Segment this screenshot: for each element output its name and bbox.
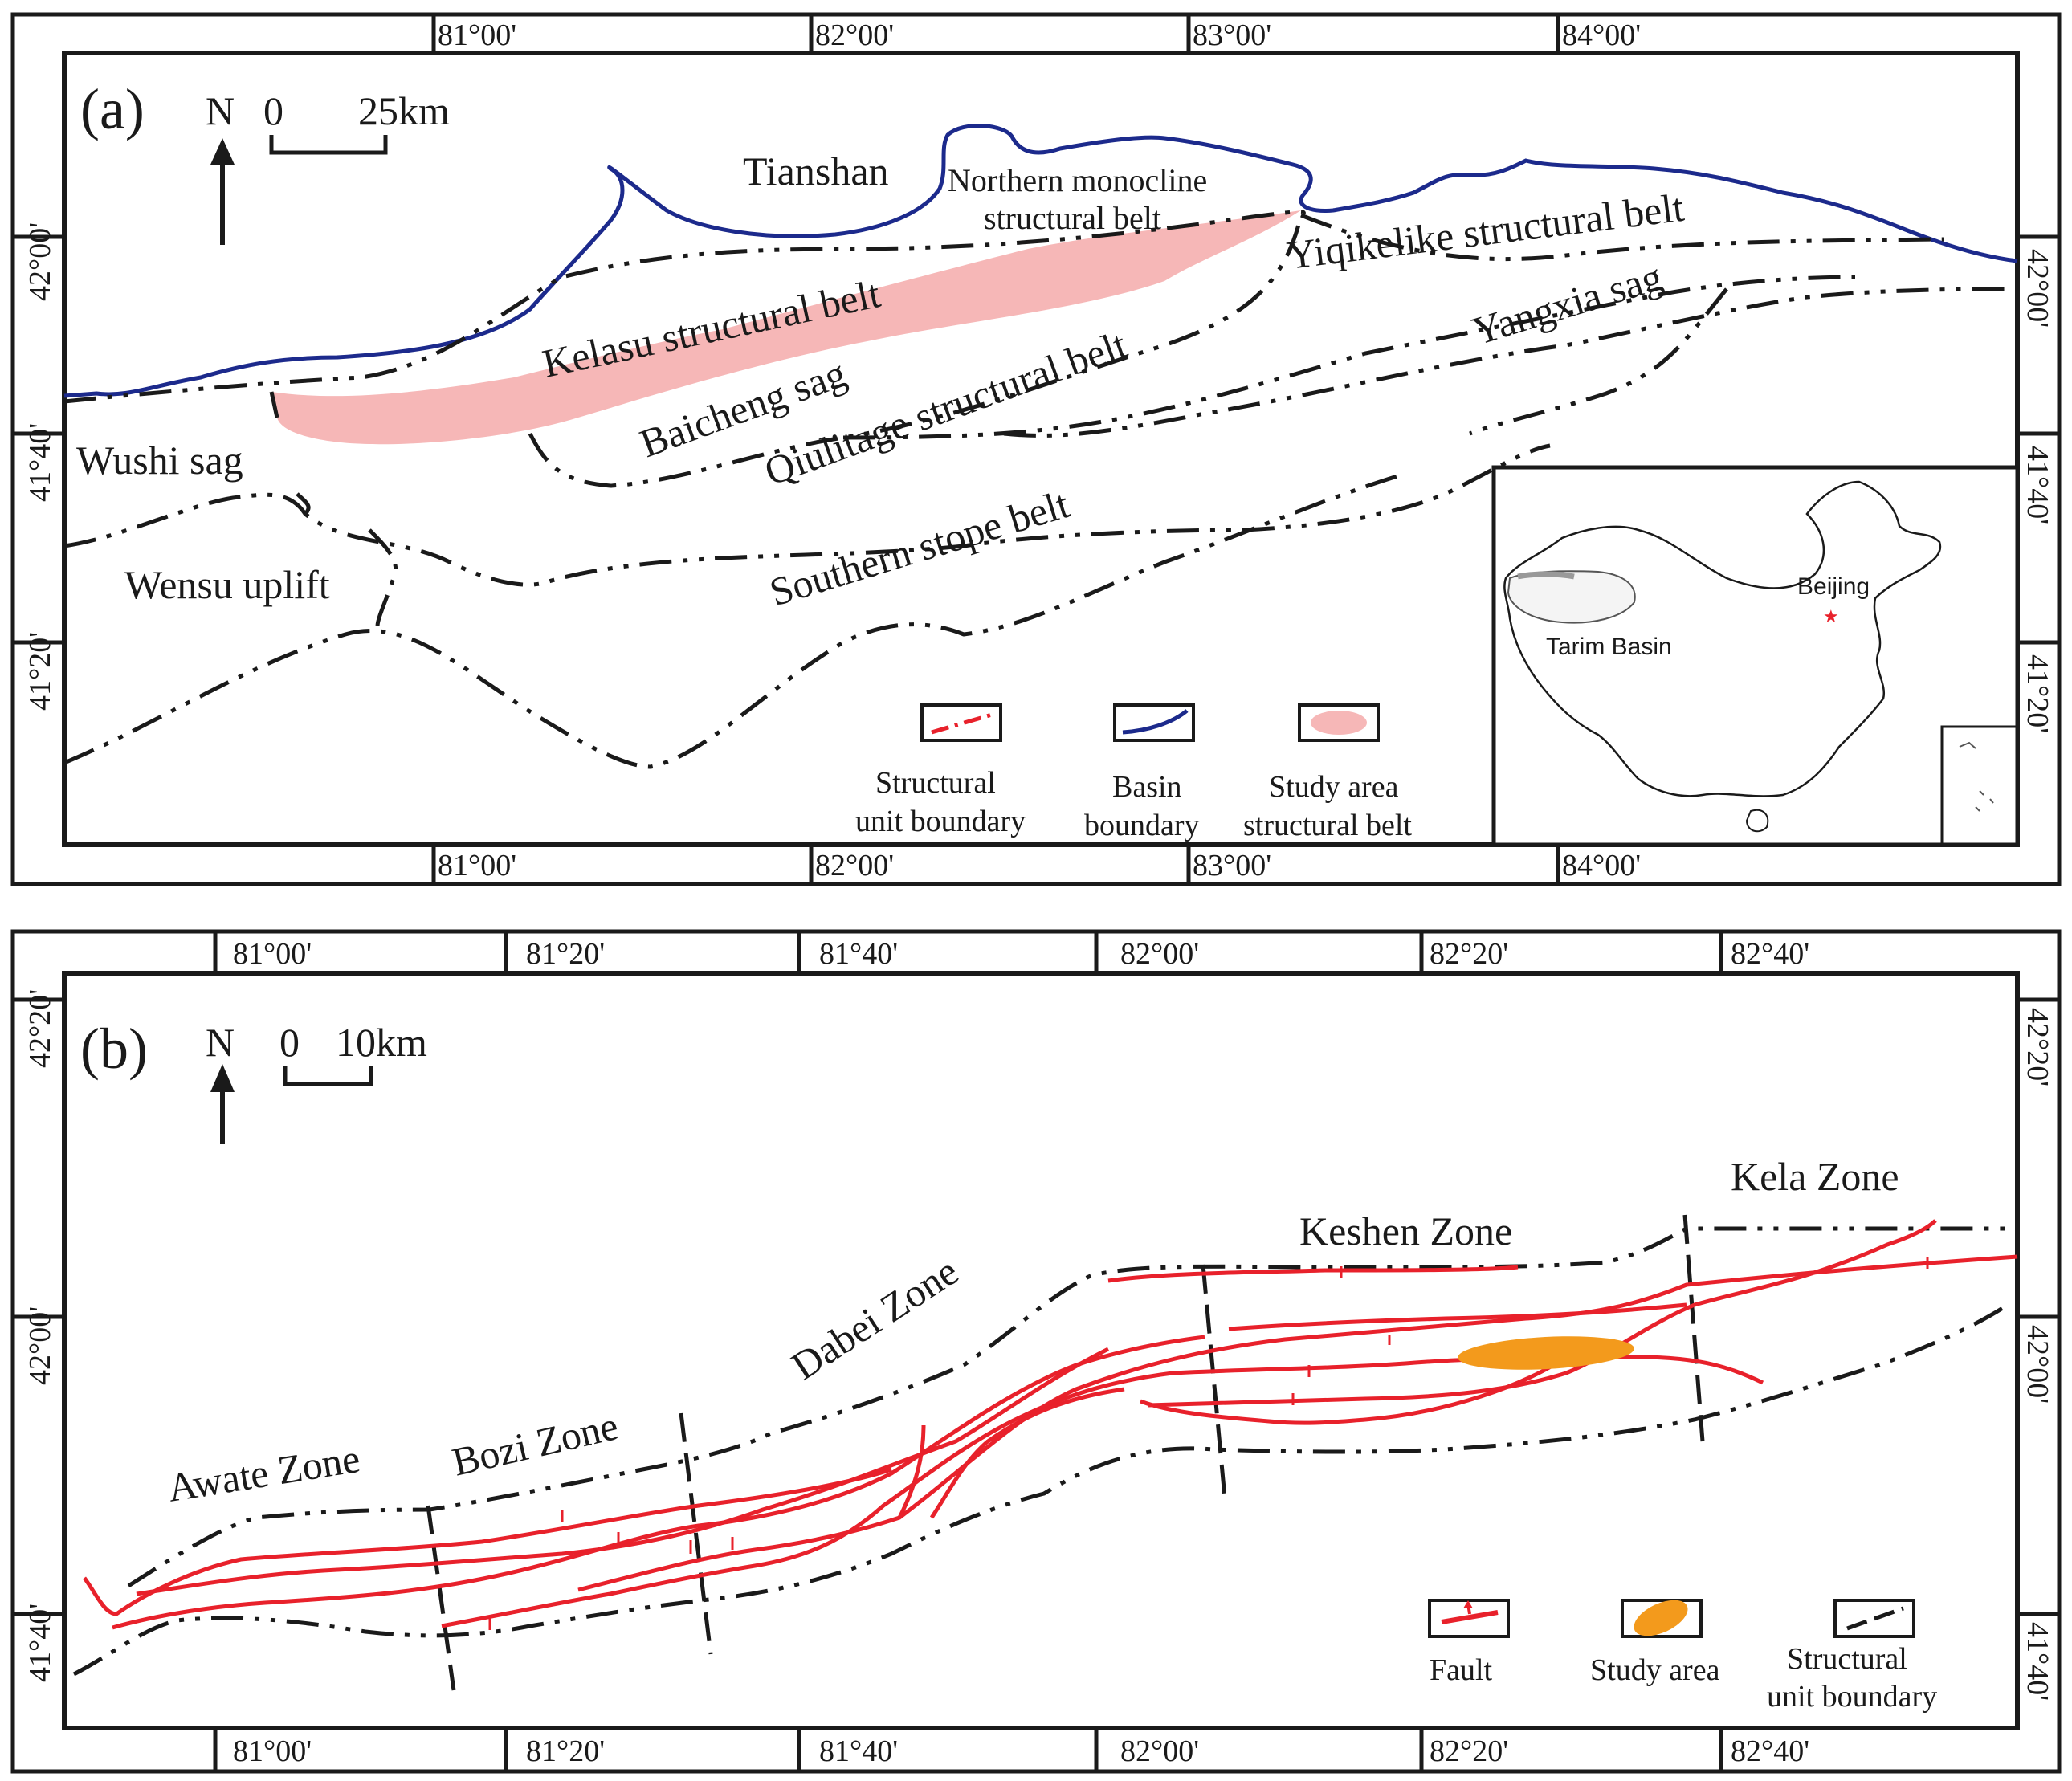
label-keshen-zone: Keshen Zone (1299, 1208, 1512, 1253)
svg-text:Study area: Study area (1590, 1653, 1720, 1687)
a-lat-right-3: 41°20' (2021, 654, 2054, 733)
scale-bar-b: 0 10km (279, 1020, 427, 1086)
legend-basin-boundary-icon (1113, 703, 1195, 742)
b-lat-left-1: 42°20' (23, 989, 57, 1068)
svg-text:unit boundary: unit boundary (1767, 1680, 1937, 1714)
panel-b-legend: Fault Study area Structural unit boundar… (1428, 1599, 1937, 1714)
north-arrow-icon: N (206, 88, 235, 245)
south-china-sea-inset (1940, 725, 2019, 846)
china-outline (1503, 480, 1942, 797)
hainan-island (1745, 809, 1769, 833)
a-lat-left-3: 41°20' (23, 632, 57, 711)
b-lon-top-1: 81°00' (233, 937, 312, 971)
a-lon-bot-4: 84°00' (1562, 849, 1641, 882)
svg-text:Study area: Study area (1269, 770, 1399, 804)
label-dabei-zone: Dabei Zone (783, 1248, 965, 1388)
b-lon-bot-3: 81°40' (819, 1734, 898, 1768)
b-lon-top-4: 82°00' (1120, 937, 1199, 971)
a-lon-top-4: 84°00' (1562, 18, 1641, 52)
study-area-marker (1458, 1336, 1634, 1370)
panel-a-outer-frame (10, 12, 2062, 886)
fault-tick-marks (488, 1257, 1929, 1630)
svg-text:boundary: boundary (1084, 809, 1200, 842)
a-lat-left-1: 42°00' (23, 222, 57, 301)
b-lon-top-6: 82°40' (1731, 937, 1809, 971)
a-lon-top-1: 81°00' (438, 18, 516, 52)
zone-divider-lines (426, 1214, 1705, 1691)
structural-boundary-lines-b (72, 1226, 2017, 1677)
inset-label-tarim: Tarim Basin (1546, 634, 1672, 660)
label-bozi-zone: Bozi Zone (448, 1403, 622, 1485)
label-kela-zone: Kela Zone (1731, 1154, 1899, 1199)
legend-study-belt-icon (1298, 703, 1380, 742)
legend-fault-icon (1428, 1599, 1510, 1638)
legend-structural-boundary-icon-b (1833, 1599, 1915, 1638)
fault-lines (82, 1219, 2018, 1630)
svg-text:Fault: Fault (1430, 1653, 1493, 1687)
b-lat-right-3: 41°40' (2021, 1622, 2054, 1701)
b-lat-left-3: 41°40' (23, 1604, 57, 1682)
b-lon-top-2: 81°20' (526, 937, 605, 971)
label-wushi: Wushi sag (76, 438, 243, 483)
panel-a: 81°00' 82°00' 83°00' 84°00' 81°00' 82°00… (10, 12, 2062, 886)
svg-text:10km: 10km (336, 1020, 427, 1065)
label-wensu: Wensu uplift (124, 562, 330, 607)
svg-text:unit boundary: unit boundary (855, 805, 1026, 838)
svg-text:structural belt: structural belt (1243, 809, 1412, 842)
a-lat-right-2: 41°40' (2021, 446, 2054, 524)
b-lon-bot-1: 81°00' (233, 1734, 312, 1768)
inset-label-beijing: Beijing (1797, 573, 1870, 600)
a-lon-bot-1: 81°00' (438, 849, 516, 882)
label-southern-stope: Southern stope belt (765, 481, 1075, 614)
structural-boundary-lines (63, 210, 2018, 769)
panel-a-legend: Structural unit boundary Basin boundary … (855, 703, 1412, 842)
label-northern-monocline-2: structural belt (984, 200, 1161, 236)
b-lon-bot-6: 82°40' (1731, 1734, 1809, 1768)
panel-b: 81°00' 81°20' 81°40' 82°00' 82°20' 82°40… (10, 929, 2062, 1774)
b-lon-bot-5: 82°20' (1430, 1734, 1508, 1768)
svg-text:N: N (206, 1020, 235, 1065)
b-lon-top-3: 81°40' (819, 937, 898, 971)
inset-china-map: Tarim Basin Beijing ★ (1491, 465, 2020, 847)
label-yangxia: Yangxia sag (1467, 254, 1667, 354)
kelasu-study-belt-area (271, 210, 1301, 445)
north-arrow-icon-b: N (206, 1020, 235, 1144)
label-awate-zone: Awate Zone (165, 1436, 363, 1510)
b-lon-bot-2: 81°20' (526, 1734, 605, 1768)
b-lon-top-5: 82°20' (1430, 937, 1508, 971)
svg-text:N: N (206, 88, 235, 133)
b-lat-left-2: 42°00' (23, 1306, 57, 1385)
a-lon-bot-3: 83°00' (1193, 849, 1271, 882)
a-lat-right-1: 42°00' (2021, 249, 2054, 328)
a-lon-top-2: 82°00' (815, 18, 894, 52)
b-lon-bot-4: 82°00' (1120, 1734, 1199, 1768)
legend-structural-boundary-icon (920, 703, 1002, 742)
a-lon-bot-2: 82°00' (815, 849, 894, 882)
b-lat-right-2: 42°00' (2021, 1325, 2054, 1404)
svg-text:Structural: Structural (1787, 1642, 1907, 1676)
a-lon-top-3: 83°00' (1193, 18, 1271, 52)
svg-text:25km: 25km (358, 88, 450, 133)
panel-a-map-frame (62, 51, 2020, 847)
basin-boundary-line (63, 124, 2018, 398)
panel-a-label: (a) (80, 77, 145, 141)
legend-study-area-icon (1621, 1599, 1703, 1638)
tarim-basin-outline (1507, 570, 1636, 624)
label-northern-monocline-1: Northern monocline (948, 162, 1207, 198)
svg-text:Basin: Basin (1112, 770, 1182, 804)
label-tianshan: Tianshan (743, 149, 889, 194)
svg-text:Structural: Structural (875, 766, 996, 800)
beijing-star-icon: ★ (1823, 607, 1839, 627)
scale-bar: 0 25km (263, 88, 450, 155)
panel-b-outer-frame (10, 929, 2062, 1774)
b-lat-right-1: 42°20' (2021, 1008, 2054, 1086)
svg-text:0: 0 (279, 1020, 300, 1065)
svg-text:0: 0 (263, 88, 283, 133)
panel-b-map-frame (62, 971, 2020, 1730)
panel-b-label: (b) (80, 1017, 148, 1081)
a-lat-left-2: 41°40' (23, 423, 57, 502)
